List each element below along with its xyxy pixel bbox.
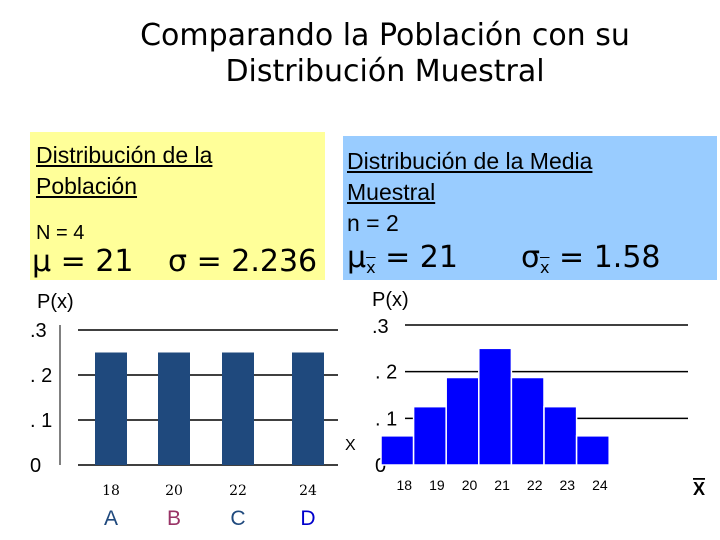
mu-symbol: μ	[32, 244, 52, 279]
sampling-mu-formula: μx = 21	[347, 240, 458, 277]
population-heading-line-2: Población	[36, 173, 138, 199]
sampling-heading: Distribución de la Media Muestral n = 2	[347, 146, 592, 239]
sampling-x-tick-label: 22	[527, 477, 543, 493]
mu-subscript: x	[366, 258, 376, 277]
population-category-letter: A	[104, 507, 118, 530]
population-category-letter: C	[230, 507, 245, 530]
sigma-symbol: σ	[168, 244, 188, 279]
population-x-tick-label: 22	[229, 483, 247, 499]
title-line-1: Comparando la Población con su	[140, 18, 630, 53]
page-title: Comparando la Población con su Distribuc…	[0, 18, 720, 90]
sigma-value: = 1.58	[559, 240, 661, 275]
population-n-label: N = 4	[36, 222, 85, 244]
title-line-2: Distribución Muestral	[225, 54, 545, 89]
sampling-y-tick-label: 0	[375, 455, 386, 477]
sigma-subscript: x	[540, 258, 550, 277]
sampling-x-tick-label: 20	[462, 477, 478, 493]
population-heading: Distribución de la Población	[36, 140, 212, 202]
sampling-x-tick-label: 19	[429, 477, 445, 493]
sampling-x-tick-label: 18	[397, 477, 413, 493]
population-bar	[222, 352, 254, 465]
sampling-y-tick-label: . 1	[375, 408, 397, 430]
sigma-symbol: σ	[521, 240, 541, 275]
mu-value: = 21	[60, 244, 134, 279]
population-y-tick-label: .3	[30, 320, 47, 342]
sampling-bar	[510, 376, 545, 466]
mu-symbol: μ	[347, 240, 367, 275]
sigma-value: = 2.236	[196, 244, 318, 279]
sampling-info-box: Distribución de la Media Muestral n = 2 …	[343, 136, 717, 280]
sampling-x-tick-label: 21	[494, 477, 510, 493]
sampling-heading-line-2: Muestral	[347, 179, 436, 205]
population-x-axis-label: X	[345, 437, 356, 454]
sampling-y-tick-label: .3	[372, 316, 389, 338]
sampling-bar	[380, 435, 415, 466]
population-y-tick-label: . 1	[30, 410, 52, 432]
population-info-box: Distribución de la Población N = 4 μ = 2…	[30, 132, 325, 280]
population-category-letter: B	[167, 507, 181, 530]
population-x-tick-label: 24	[299, 483, 317, 499]
population-bar	[158, 352, 190, 465]
population-x-tick-label: 20	[165, 483, 183, 499]
population-bar	[95, 352, 127, 465]
population-y-tick-label: . 2	[30, 365, 52, 387]
sampling-bar	[445, 376, 480, 466]
sampling-x-tick-label: 23	[560, 477, 576, 493]
sampling-bar	[575, 435, 610, 466]
population-bar	[292, 352, 324, 465]
sampling-x-tick-label: 24	[592, 477, 608, 493]
sampling-bar	[543, 405, 578, 466]
population-x-tick-label: 18	[102, 483, 120, 499]
sampling-bar	[412, 405, 447, 466]
population-y-tick-label: 0	[30, 455, 41, 477]
population-category-letter: D	[300, 507, 315, 530]
population-sigma-formula: σ = 2.236	[168, 244, 317, 279]
population-mu-formula: μ = 21	[32, 244, 134, 279]
sampling-n-label: n = 2	[347, 210, 399, 236]
sampling-y-tick-label: . 2	[375, 362, 397, 384]
mu-value: = 21	[385, 240, 458, 275]
sampling-y-axis-label: P(x)	[372, 289, 409, 311]
sampling-bar	[478, 347, 513, 466]
sampling-heading-line-1: Distribución de la Media	[347, 148, 593, 174]
sampling-x-axis-label: X	[693, 479, 705, 499]
population-y-axis-label: P(x)	[37, 291, 74, 313]
population-heading-line-1: Distribución de la	[36, 142, 213, 168]
sampling-sigma-formula: σx = 1.58	[521, 240, 661, 277]
